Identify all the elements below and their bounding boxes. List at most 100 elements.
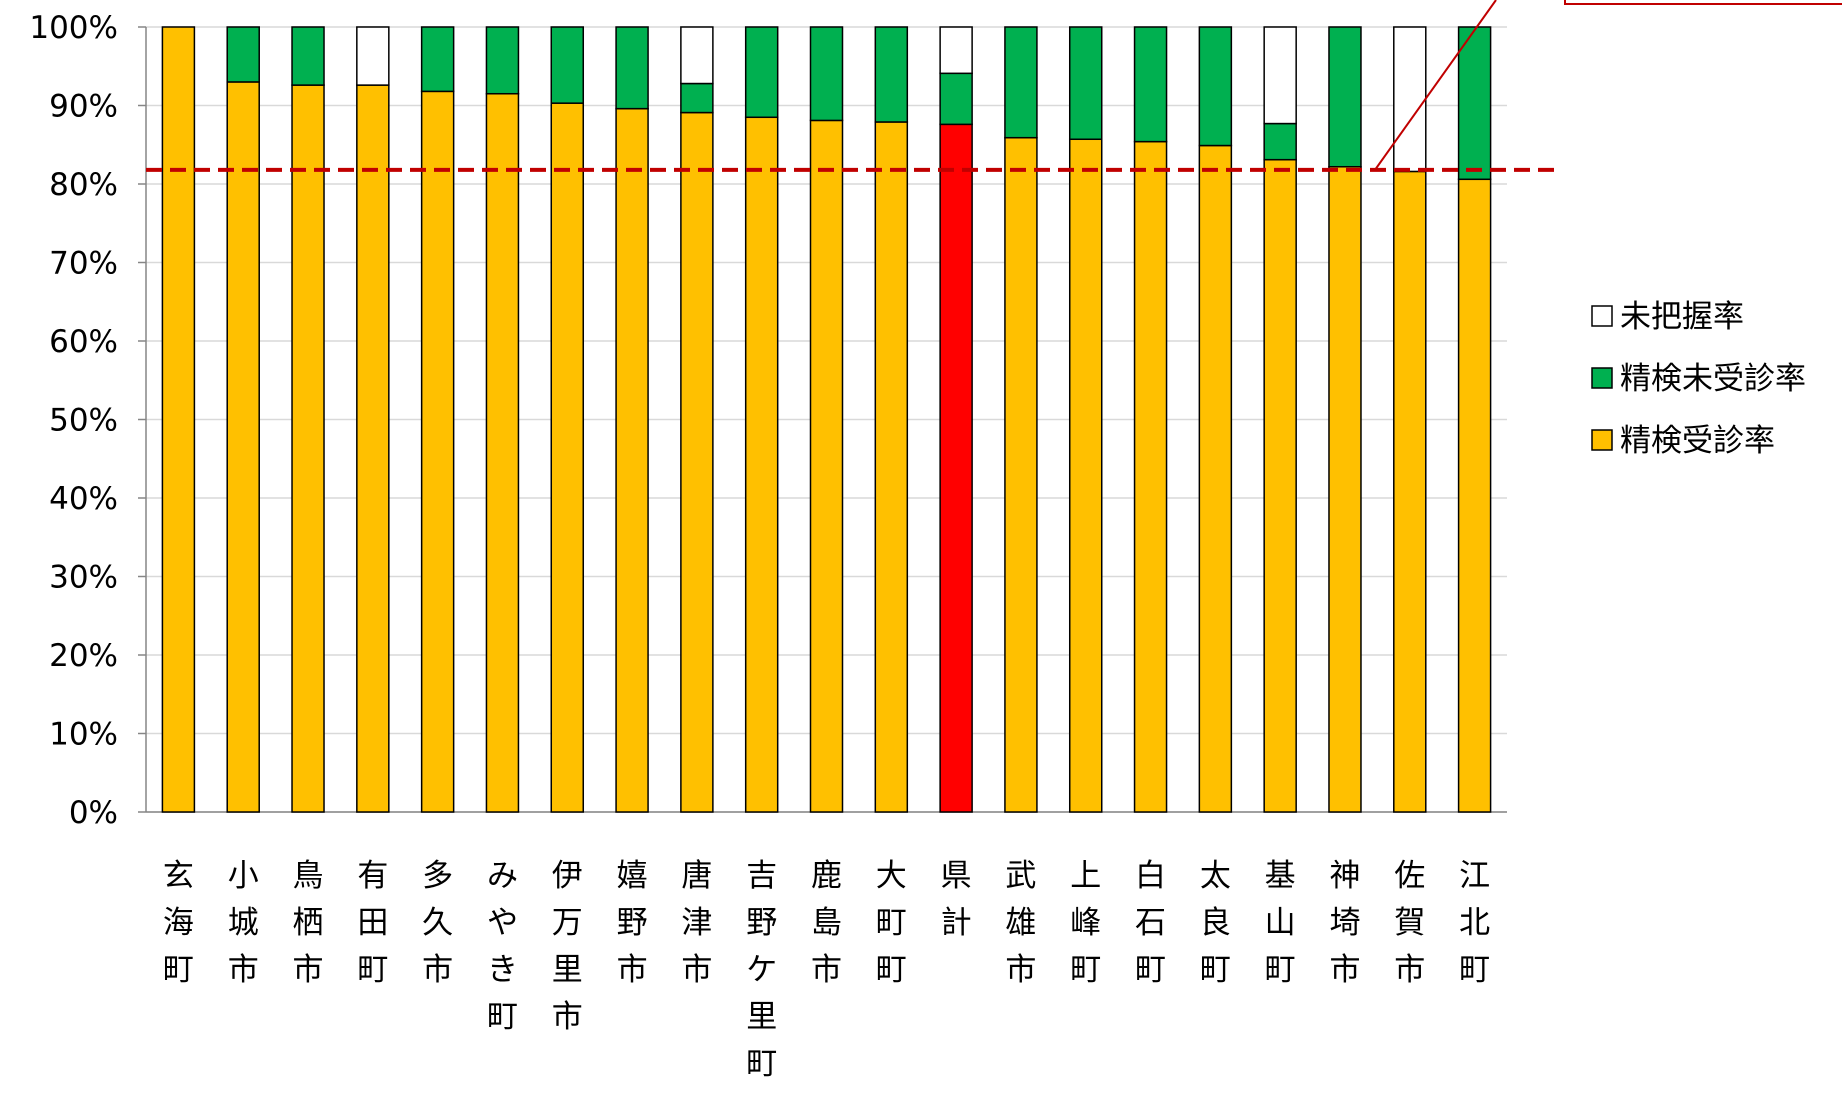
- category-label-char: ケ: [746, 952, 777, 988]
- category-label-char: 上: [1070, 858, 1101, 894]
- bar-segment: [1068, 138, 1103, 813]
- y-tick-label: 20%: [49, 638, 118, 674]
- bar-segment: [939, 26, 973, 75]
- category-label-char: 県: [941, 858, 972, 894]
- category-label-char: 市: [617, 952, 648, 988]
- category-label-char: 城: [228, 905, 259, 941]
- category-label-char: 市: [811, 952, 842, 988]
- category-label-char: 小: [228, 858, 259, 894]
- bar-segment: [680, 111, 714, 813]
- category-label-char: 神: [1329, 858, 1360, 894]
- bar-segment: [1133, 140, 1168, 813]
- bar-segment: [874, 26, 909, 123]
- category-label-char: 町: [357, 952, 388, 988]
- category-label-char: 海: [163, 905, 194, 941]
- category-label-char: 計: [941, 905, 972, 941]
- bar-segment: [1393, 26, 1427, 173]
- category-label-char: 石: [1135, 905, 1166, 941]
- legend-label: 精検受診率: [1620, 423, 1775, 459]
- category-label-char: 太: [1200, 858, 1231, 894]
- category-label-char: 雄: [1005, 905, 1036, 941]
- legend-label: 精検未受診率: [1620, 361, 1806, 397]
- category-label-char: 市: [1329, 952, 1360, 988]
- bar-segment: [485, 26, 520, 95]
- category-label-char: 大: [876, 858, 907, 894]
- category-label-char: 埼: [1329, 905, 1360, 941]
- y-tick-label: 10%: [49, 717, 118, 753]
- category-label-char: み: [487, 858, 518, 894]
- category-label-char: 里: [746, 999, 777, 1035]
- category-label-char: 町: [1200, 952, 1231, 988]
- bar-segment: [356, 84, 390, 813]
- bar-segment: [1393, 170, 1427, 813]
- y-tick-label: 40%: [49, 481, 118, 517]
- bar-segment: [1457, 26, 1492, 181]
- bar-segment: [161, 26, 196, 813]
- legend-swatch: [1591, 305, 1613, 327]
- bar-segment: [615, 26, 649, 110]
- category-label-char: 町: [1459, 952, 1490, 988]
- bar-segment: [809, 119, 844, 813]
- category-label-char: 久: [422, 905, 453, 941]
- category-label-char: 町: [876, 905, 907, 941]
- category-label-char: 玄: [163, 858, 194, 894]
- category-label-char: 市: [1394, 952, 1425, 988]
- category-label-char: き: [487, 952, 518, 988]
- bar-segment: [1263, 26, 1297, 125]
- y-tick-label: 90%: [49, 89, 118, 125]
- legend-label: 未把握率: [1620, 299, 1744, 335]
- bar-segment: [680, 26, 714, 85]
- legend-swatch: [1591, 367, 1613, 389]
- annotation-callout-box: [1564, 0, 1842, 5]
- bar-segment: [1198, 144, 1233, 813]
- bar-segment: [550, 26, 585, 104]
- bar-segment: [1457, 178, 1492, 813]
- bar-segment: [1133, 26, 1168, 143]
- bar-segment: [1068, 26, 1103, 141]
- bar-segment: [744, 116, 779, 813]
- category-label-char: 里: [552, 952, 583, 988]
- category-label-char: 野: [746, 905, 777, 941]
- annotation-leader: [1374, 0, 1497, 171]
- bar-segment: [615, 107, 649, 813]
- category-label-char: 津: [681, 905, 712, 941]
- category-label-char: 町: [1265, 952, 1296, 988]
- y-tick-label: 80%: [49, 167, 118, 203]
- category-label-char: 白: [1135, 858, 1166, 894]
- bar-segment: [809, 26, 844, 122]
- legend-swatch: [1591, 429, 1613, 451]
- bar-segment: [1263, 158, 1297, 813]
- bar-segment: [1328, 165, 1362, 813]
- bar-segment: [226, 26, 260, 83]
- category-label-char: 市: [422, 952, 453, 988]
- category-label-char: 有: [357, 858, 388, 894]
- category-label-char: 市: [552, 999, 583, 1035]
- category-label-char: 田: [357, 905, 388, 941]
- category-label-char: 江: [1459, 858, 1490, 894]
- bar-segment: [1263, 122, 1297, 161]
- y-tick-label: 70%: [49, 246, 118, 282]
- category-label-char: 鹿: [811, 858, 842, 894]
- category-label-char: 伊: [552, 858, 583, 894]
- y-tick-label: 0%: [69, 795, 118, 831]
- category-label-char: 吉: [746, 858, 777, 894]
- bar-segment: [1004, 136, 1038, 813]
- category-label-char: 北: [1459, 905, 1490, 941]
- category-label-char: 多: [422, 858, 453, 894]
- category-label-char: 佐: [1394, 858, 1425, 894]
- category-label-char: 市: [681, 952, 712, 988]
- category-label-char: 町: [163, 952, 194, 988]
- bar-segment: [550, 102, 585, 813]
- category-label-char: 唐: [681, 858, 712, 894]
- bar-segment: [1328, 26, 1362, 168]
- category-label-char: 町: [1135, 952, 1166, 988]
- category-label-char: 良: [1200, 905, 1231, 941]
- bar-segment: [420, 90, 455, 813]
- category-label-char: 町: [876, 952, 907, 988]
- bar-segment: [420, 26, 455, 93]
- category-label-char: 武: [1005, 858, 1036, 894]
- category-label-char: 賀: [1394, 905, 1425, 941]
- category-label-char: 市: [293, 952, 324, 988]
- bar-segment: [485, 92, 520, 813]
